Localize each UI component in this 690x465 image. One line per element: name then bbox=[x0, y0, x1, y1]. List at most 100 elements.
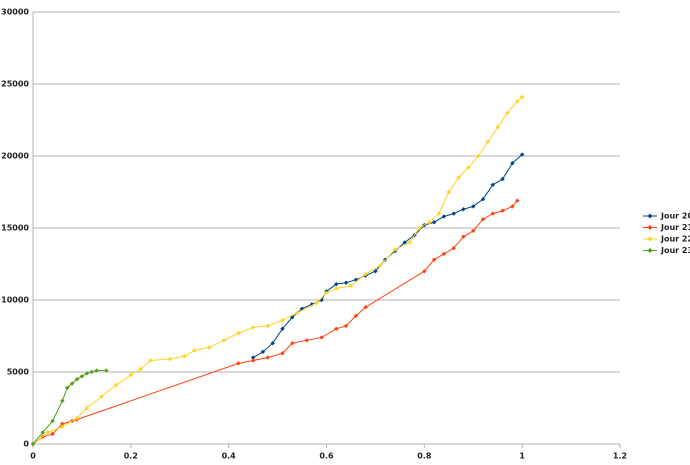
point bbox=[461, 234, 466, 239]
point bbox=[270, 341, 275, 346]
point bbox=[392, 247, 398, 252]
point bbox=[192, 348, 197, 353]
point bbox=[280, 317, 285, 323]
x-tick-label: 1 bbox=[519, 452, 525, 461]
point bbox=[74, 377, 80, 382]
point bbox=[206, 345, 212, 350]
y-tick-label: 10000 bbox=[1, 296, 29, 305]
point bbox=[236, 330, 241, 336]
point bbox=[480, 217, 486, 222]
y-tick-label: 0 bbox=[23, 440, 29, 449]
legend-marker bbox=[647, 213, 653, 219]
point bbox=[431, 257, 437, 262]
point bbox=[461, 207, 466, 212]
point bbox=[50, 431, 55, 437]
point bbox=[407, 240, 412, 245]
y-tick-label: 25000 bbox=[1, 80, 29, 89]
point bbox=[280, 326, 285, 331]
series-line bbox=[32, 96, 523, 445]
point bbox=[89, 369, 94, 375]
point bbox=[343, 323, 349, 329]
point bbox=[334, 281, 339, 287]
point bbox=[167, 356, 173, 362]
point bbox=[519, 94, 525, 100]
series-line bbox=[32, 200, 518, 445]
y-tick-label: 20000 bbox=[1, 152, 29, 161]
x-tick-label: 1.2 bbox=[613, 452, 627, 461]
x-tick-label: 0.4 bbox=[222, 452, 237, 461]
point bbox=[519, 152, 525, 157]
point bbox=[490, 182, 496, 187]
point bbox=[363, 271, 368, 277]
point bbox=[495, 125, 500, 130]
point bbox=[515, 198, 520, 203]
point bbox=[515, 99, 520, 104]
point bbox=[104, 368, 109, 373]
point bbox=[236, 361, 241, 366]
point bbox=[373, 269, 378, 274]
point bbox=[99, 394, 104, 399]
x-tick-label: 0 bbox=[30, 452, 36, 461]
point bbox=[417, 225, 422, 231]
point bbox=[441, 251, 447, 257]
point bbox=[84, 405, 90, 411]
series-line bbox=[252, 154, 523, 359]
point bbox=[466, 165, 471, 170]
point bbox=[45, 430, 50, 435]
legend-marker bbox=[647, 248, 653, 253]
point bbox=[60, 398, 65, 403]
point bbox=[334, 326, 339, 331]
point bbox=[40, 430, 45, 435]
point bbox=[471, 204, 476, 209]
point bbox=[485, 139, 491, 144]
point bbox=[500, 208, 505, 213]
point bbox=[69, 381, 75, 386]
point bbox=[260, 349, 266, 355]
point bbox=[451, 211, 456, 216]
point bbox=[436, 211, 442, 216]
point bbox=[94, 368, 99, 373]
point bbox=[250, 358, 256, 363]
point bbox=[324, 290, 329, 295]
point bbox=[79, 374, 85, 379]
point bbox=[250, 355, 256, 360]
point bbox=[402, 240, 407, 245]
point bbox=[446, 189, 451, 195]
point bbox=[505, 110, 510, 115]
y-tick-label: 30000 bbox=[1, 8, 29, 17]
point bbox=[319, 335, 324, 340]
point bbox=[113, 382, 119, 388]
point bbox=[138, 366, 143, 372]
point bbox=[510, 161, 515, 166]
point bbox=[265, 323, 270, 329]
point bbox=[427, 220, 432, 225]
legend-label: Jour 23 bbox=[660, 246, 690, 255]
point bbox=[348, 283, 354, 288]
x-tick-label: 0.2 bbox=[124, 452, 138, 461]
x-tick-label: 0.6 bbox=[319, 452, 334, 461]
legend-label: Jour 21 bbox=[660, 223, 690, 232]
point bbox=[290, 341, 295, 346]
legend-label: Jour 22 bbox=[660, 235, 690, 244]
point bbox=[65, 385, 70, 391]
point bbox=[50, 418, 55, 424]
legend-marker bbox=[647, 225, 653, 230]
point bbox=[84, 371, 90, 376]
point bbox=[363, 305, 368, 310]
y-tick-label: 15000 bbox=[1, 224, 29, 233]
legend-label: Jour 20 bbox=[660, 212, 690, 221]
point bbox=[353, 313, 359, 319]
point bbox=[480, 197, 486, 202]
point bbox=[451, 245, 456, 251]
point bbox=[265, 355, 270, 360]
point bbox=[60, 424, 65, 429]
point bbox=[334, 286, 339, 291]
point bbox=[471, 228, 476, 234]
x-tick-label: 0.8 bbox=[417, 452, 432, 461]
point bbox=[128, 372, 134, 378]
point bbox=[304, 338, 310, 343]
point bbox=[510, 204, 515, 209]
point bbox=[490, 211, 496, 216]
point bbox=[74, 415, 80, 421]
